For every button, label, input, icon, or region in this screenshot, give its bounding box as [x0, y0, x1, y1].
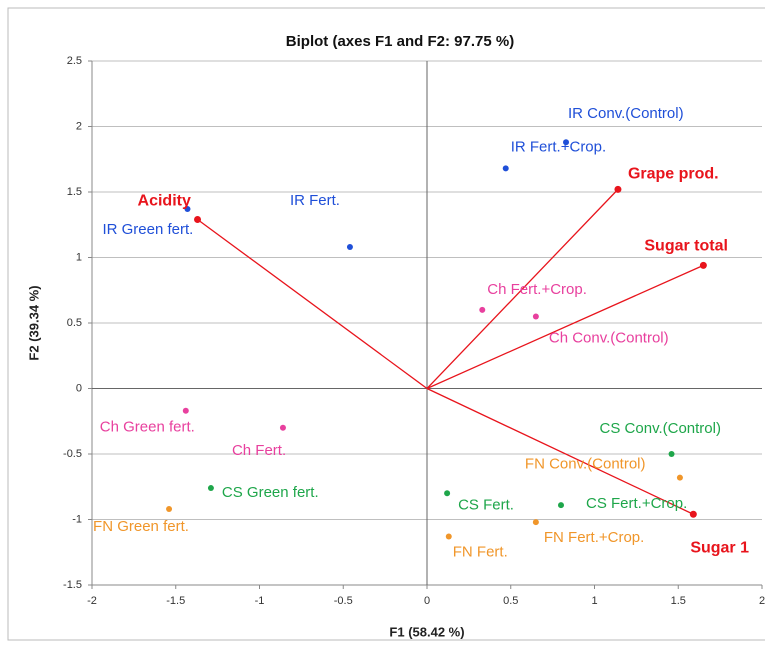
point — [182, 407, 189, 414]
point-label: Ch Fert.+Crop. — [487, 281, 587, 298]
x-tick-label: 1 — [591, 595, 597, 607]
vector-label: Grape prod. — [628, 166, 719, 183]
x-tick-label: 0 — [424, 595, 430, 607]
point — [502, 165, 509, 172]
point-label: CS Conv.(Control) — [600, 420, 721, 437]
vector-point — [614, 185, 622, 193]
x-tick-label: 2 — [759, 595, 765, 607]
point — [279, 424, 286, 431]
point-label: CS Fert. — [458, 496, 514, 513]
point-label: FN Conv.(Control) — [525, 456, 646, 473]
vector-label: Sugar total — [644, 238, 728, 255]
point — [532, 519, 539, 526]
point — [668, 451, 675, 457]
x-tick-label: 0.5 — [503, 595, 518, 607]
point-label: IR Fert. — [290, 192, 340, 209]
vector-point — [689, 510, 697, 518]
point — [563, 139, 570, 146]
vector-line — [426, 387, 694, 515]
point-label: FN Green fert. — [93, 518, 189, 535]
y-axis-label: F2 (39.34 %) — [26, 285, 41, 360]
x-tick-label: -0.5 — [334, 595, 353, 607]
point-label: CS Green fert. — [222, 484, 319, 501]
vector-line — [426, 188, 619, 389]
x-tick-label: 1.5 — [671, 595, 686, 607]
point — [166, 506, 173, 513]
y-tick-label: -0.5 — [63, 448, 82, 460]
point-label: FN Fert. — [453, 543, 508, 560]
vector-point — [699, 261, 707, 269]
point — [558, 502, 564, 509]
point — [346, 244, 353, 251]
point-label: Ch Fert. — [232, 442, 286, 459]
point — [676, 474, 683, 481]
y-tick-label: 2.5 — [67, 55, 82, 67]
y-tick-label: 0 — [76, 382, 82, 394]
vector-point — [194, 216, 202, 224]
x-tick-label: -1 — [255, 595, 265, 607]
vector-line — [197, 218, 428, 390]
y-tick-label: 1.5 — [67, 186, 82, 198]
x-tick-label: -1.5 — [166, 595, 185, 607]
vector-label: Sugar 1 — [690, 539, 749, 556]
point-label: FN Fert.+Crop. — [544, 529, 644, 546]
point-label: IR Green fert. — [102, 221, 193, 238]
point-label: CS Fert.+Crop. — [586, 495, 687, 512]
point-label: Ch Green fert. — [100, 419, 195, 436]
point-label: IR Conv.(Control) — [568, 105, 684, 122]
vector-line — [426, 264, 704, 390]
y-tick-label: 1 — [76, 251, 82, 263]
point — [207, 485, 214, 492]
y-tick-label: -1 — [72, 513, 82, 525]
vector-label: Acidity — [138, 193, 191, 210]
y-tick-label: -1.5 — [63, 579, 82, 591]
x-tick-label: -2 — [87, 595, 97, 607]
y-tick-label: 2 — [76, 120, 82, 132]
point — [479, 306, 486, 313]
x-axis-label: F1 (58.42 %) — [389, 624, 464, 639]
y-tick-label: 0.5 — [67, 317, 82, 329]
point — [445, 533, 452, 540]
point-label: IR Fert.+Crop. — [511, 138, 606, 155]
chart-title: Biplot (axes F1 and F2: 97.75 %) — [286, 33, 514, 50]
point — [532, 313, 539, 320]
chart-frame — [7, 7, 765, 641]
point — [184, 206, 191, 213]
point — [444, 490, 451, 497]
point-label: Ch Conv.(Control) — [549, 329, 669, 346]
